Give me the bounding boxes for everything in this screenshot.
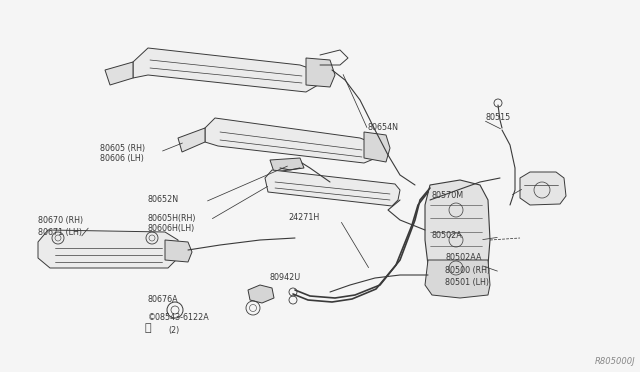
Text: 80502AA: 80502AA — [445, 253, 481, 263]
Polygon shape — [133, 48, 320, 92]
Polygon shape — [425, 260, 490, 298]
Polygon shape — [178, 128, 205, 152]
Text: 80605 (RH): 80605 (RH) — [100, 144, 145, 153]
Text: 80502A: 80502A — [432, 231, 463, 240]
Polygon shape — [364, 132, 390, 162]
Text: ©08543-6122A: ©08543-6122A — [148, 314, 210, 323]
Text: 80605H(RH): 80605H(RH) — [148, 214, 196, 222]
Text: 80942U: 80942U — [270, 273, 301, 282]
Polygon shape — [270, 158, 304, 172]
Text: 80515: 80515 — [485, 113, 510, 122]
Text: 80570M: 80570M — [432, 190, 464, 199]
Text: R805000J: R805000J — [595, 357, 635, 366]
Text: (2): (2) — [168, 326, 179, 334]
Polygon shape — [205, 118, 378, 163]
Polygon shape — [520, 172, 566, 205]
Text: 80671 (LH): 80671 (LH) — [38, 228, 82, 237]
Polygon shape — [38, 230, 178, 268]
Text: 80676A: 80676A — [148, 295, 179, 305]
Polygon shape — [248, 285, 274, 303]
Text: 24271H: 24271H — [288, 214, 319, 222]
Text: 80606H(LH): 80606H(LH) — [148, 224, 195, 232]
Text: 80654N: 80654N — [368, 124, 399, 132]
Polygon shape — [306, 58, 335, 87]
Text: 80500 (RH): 80500 (RH) — [445, 266, 490, 275]
Polygon shape — [265, 170, 400, 206]
Text: 80606 (LH): 80606 (LH) — [100, 154, 144, 163]
Polygon shape — [425, 180, 490, 278]
Polygon shape — [165, 240, 192, 262]
Text: 80670 (RH): 80670 (RH) — [38, 215, 83, 224]
Text: 80652N: 80652N — [148, 196, 179, 205]
Text: Ⓢ: Ⓢ — [145, 323, 151, 333]
Polygon shape — [105, 62, 133, 85]
Text: 80501 (LH): 80501 (LH) — [445, 278, 489, 286]
